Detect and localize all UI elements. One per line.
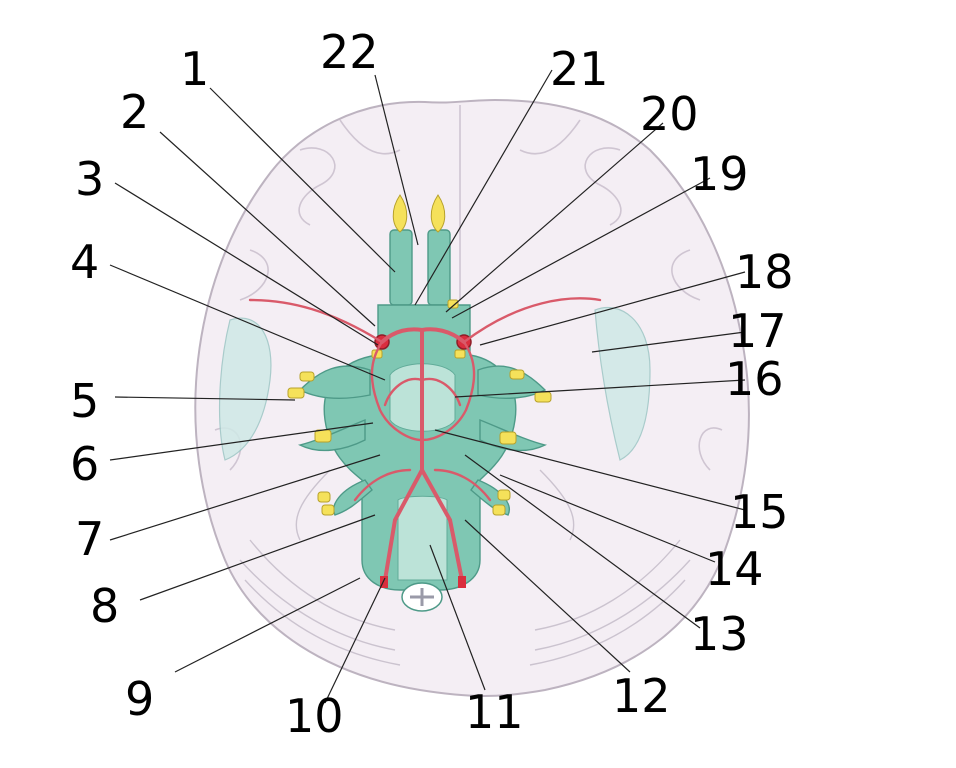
label-5: 5 xyxy=(70,374,99,428)
label-16: 16 xyxy=(725,352,784,406)
leader-lines xyxy=(109,69,746,704)
label-4: 4 xyxy=(70,235,99,289)
olfactory-bulb-left xyxy=(392,194,408,233)
label-10: 10 xyxy=(285,689,344,743)
label-7: 7 xyxy=(75,512,104,566)
label-11: 11 xyxy=(465,685,524,739)
label-17: 17 xyxy=(728,304,787,358)
label-13: 13 xyxy=(690,607,749,661)
olfactory-bulb-right xyxy=(430,194,446,233)
arteries xyxy=(248,297,602,588)
label-2: 2 xyxy=(120,85,149,139)
label-14: 14 xyxy=(705,542,764,596)
label-8: 8 xyxy=(90,579,119,633)
left-temporal-region xyxy=(218,317,272,461)
label-18: 18 xyxy=(735,245,794,299)
label-3: 3 xyxy=(75,152,104,206)
label-9: 9 xyxy=(125,672,154,726)
label-21: 21 xyxy=(550,42,609,96)
label-1: 1 xyxy=(180,42,209,96)
label-15: 15 xyxy=(730,485,789,539)
label-20: 20 xyxy=(640,87,699,141)
label-19: 19 xyxy=(690,147,749,201)
label-22: 22 xyxy=(320,25,379,79)
number-labels: 1 2 3 4 5 6 7 8 9 10 11 12 13 14 15 16 1… xyxy=(70,25,794,743)
label-6: 6 xyxy=(70,437,99,491)
label-12: 12 xyxy=(612,669,671,723)
